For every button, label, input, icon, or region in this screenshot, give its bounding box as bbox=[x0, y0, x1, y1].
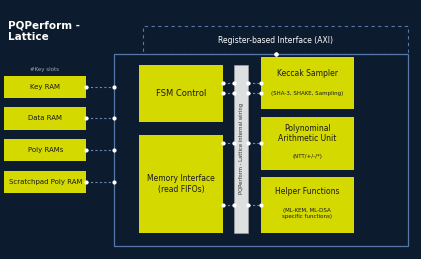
Text: PQPerform - Lattice internal wiring: PQPerform - Lattice internal wiring bbox=[239, 103, 243, 195]
Bar bbox=[4, 139, 86, 161]
Bar bbox=[139, 135, 223, 233]
Text: Poly RAMs: Poly RAMs bbox=[27, 147, 63, 153]
Text: PQPerform -
Lattice: PQPerform - Lattice bbox=[8, 21, 80, 42]
Text: (NTT/+/-/*): (NTT/+/-/*) bbox=[293, 154, 322, 159]
Bar bbox=[261, 57, 354, 109]
Text: Data RAM: Data RAM bbox=[28, 116, 62, 121]
Text: (SHA-3, SHAKE, Sampling): (SHA-3, SHAKE, Sampling) bbox=[271, 91, 344, 96]
Bar bbox=[261, 117, 354, 170]
Text: #Key slots: #Key slots bbox=[30, 67, 59, 73]
Text: Memory Interface
(read FIFOs): Memory Interface (read FIFOs) bbox=[147, 174, 215, 193]
Bar bbox=[4, 76, 86, 98]
Bar bbox=[139, 65, 223, 122]
Text: Polynominal
Arithmetic Unit: Polynominal Arithmetic Unit bbox=[278, 124, 336, 143]
Bar bbox=[4, 107, 86, 130]
Text: FSM Control: FSM Control bbox=[156, 89, 206, 98]
Text: (ML-KEM, ML-DSA
specific functions): (ML-KEM, ML-DSA specific functions) bbox=[282, 208, 332, 219]
Bar bbox=[114, 54, 408, 246]
Bar bbox=[234, 65, 248, 233]
Bar bbox=[143, 26, 408, 54]
Text: Keccak Sampler: Keccak Sampler bbox=[277, 69, 338, 78]
Bar bbox=[4, 171, 86, 193]
Text: Helper Functions: Helper Functions bbox=[275, 187, 340, 196]
Text: Scratchpad Poly RAM: Scratchpad Poly RAM bbox=[8, 179, 82, 185]
Text: Key RAM: Key RAM bbox=[30, 84, 60, 90]
Text: Register-based Interface (AXI): Register-based Interface (AXI) bbox=[218, 36, 333, 45]
Bar bbox=[261, 177, 354, 233]
